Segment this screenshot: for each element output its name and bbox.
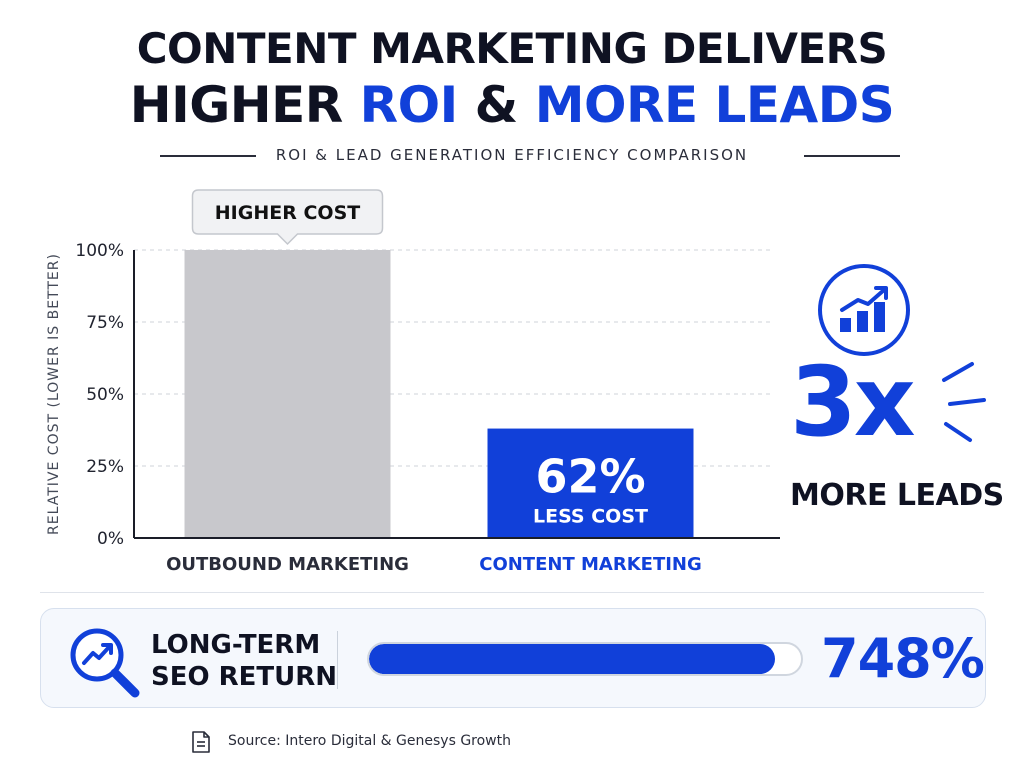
cost-bar-chart: 0% 25% 50% 75% 100% RELATIVE COST (LOWER IS … xyxy=(46,189,780,575)
y-tick-label: 75% xyxy=(86,313,124,333)
seo-label-line-1: LONG-TERM xyxy=(151,630,321,660)
less-cost-value: 62% xyxy=(535,450,645,504)
bar-outbound-marketing xyxy=(184,250,391,538)
document-icon xyxy=(192,731,210,753)
bar-content-marketing xyxy=(487,428,694,538)
seo-separator xyxy=(337,631,338,689)
y-tick-label: 50% xyxy=(86,385,124,405)
magnifier-trend-icon xyxy=(70,628,140,698)
subtitle-row: ROI & LEAD GENERATION EFFICIENCY COMPARI… xyxy=(0,146,1024,166)
axes xyxy=(133,250,780,539)
headline-line-2: HIGHER ROI & MORE LEADS xyxy=(0,76,1024,134)
callout-text: HIGHER COST xyxy=(215,202,360,224)
burst-lines-icon xyxy=(942,362,986,442)
higher-cost-callout: HIGHER COST xyxy=(191,189,384,246)
headline-more-leads: MORE LEADS xyxy=(534,76,895,134)
seo-progress-bar xyxy=(367,642,803,676)
y-tick-label: 25% xyxy=(86,457,124,477)
category-labels: OUTBOUND MARKETING CONTENT MARKETING xyxy=(166,554,702,575)
seo-return-panel: LONG-TERM SEO RETURN 748% xyxy=(40,608,986,708)
leads-highlight: 3x MORE LEADS xyxy=(770,258,1010,518)
headline-roi: ROI xyxy=(359,76,459,134)
category-label: OUTBOUND MARKETING xyxy=(166,554,409,575)
leads-label: MORE LEADS xyxy=(790,478,1004,513)
y-axis-label: RELATIVE COST (LOWER IS BETTER) xyxy=(46,253,62,535)
y-tick-label: 0% xyxy=(97,529,124,549)
headline-line-1: CONTENT MARKETING DELIVERS xyxy=(136,24,888,73)
seo-return-value: 748% xyxy=(821,627,985,690)
category-label: CONTENT MARKETING xyxy=(479,554,702,575)
content-bar-annotation: 62% LESS COST xyxy=(533,450,648,528)
subtitle-rule-left xyxy=(160,155,256,157)
headline-ampersand: & xyxy=(457,76,535,134)
y-tick-labels: 0% 25% 50% 75% 100% xyxy=(75,241,124,549)
subtitle-rule-right xyxy=(804,155,900,157)
less-cost-caption: LESS COST xyxy=(533,506,648,528)
bar-chart-growth-icon xyxy=(818,264,910,356)
bars xyxy=(184,250,694,538)
seo-label-line-2: SEO RETURN xyxy=(151,662,338,692)
seo-label: LONG-TERM SEO RETURN xyxy=(151,629,337,693)
section-divider xyxy=(40,592,984,593)
seo-progress-fill xyxy=(369,644,776,674)
leads-multiplier: 3x xyxy=(790,346,916,458)
y-tick-label: 100% xyxy=(75,241,124,261)
source-text: Source: Intero Digital & Genesys Growth xyxy=(228,733,511,749)
subtitle: ROI & LEAD GENERATION EFFICIENCY COMPARI… xyxy=(275,146,749,164)
callout-bubble xyxy=(191,189,384,246)
headline-higher: HIGHER xyxy=(129,76,360,134)
